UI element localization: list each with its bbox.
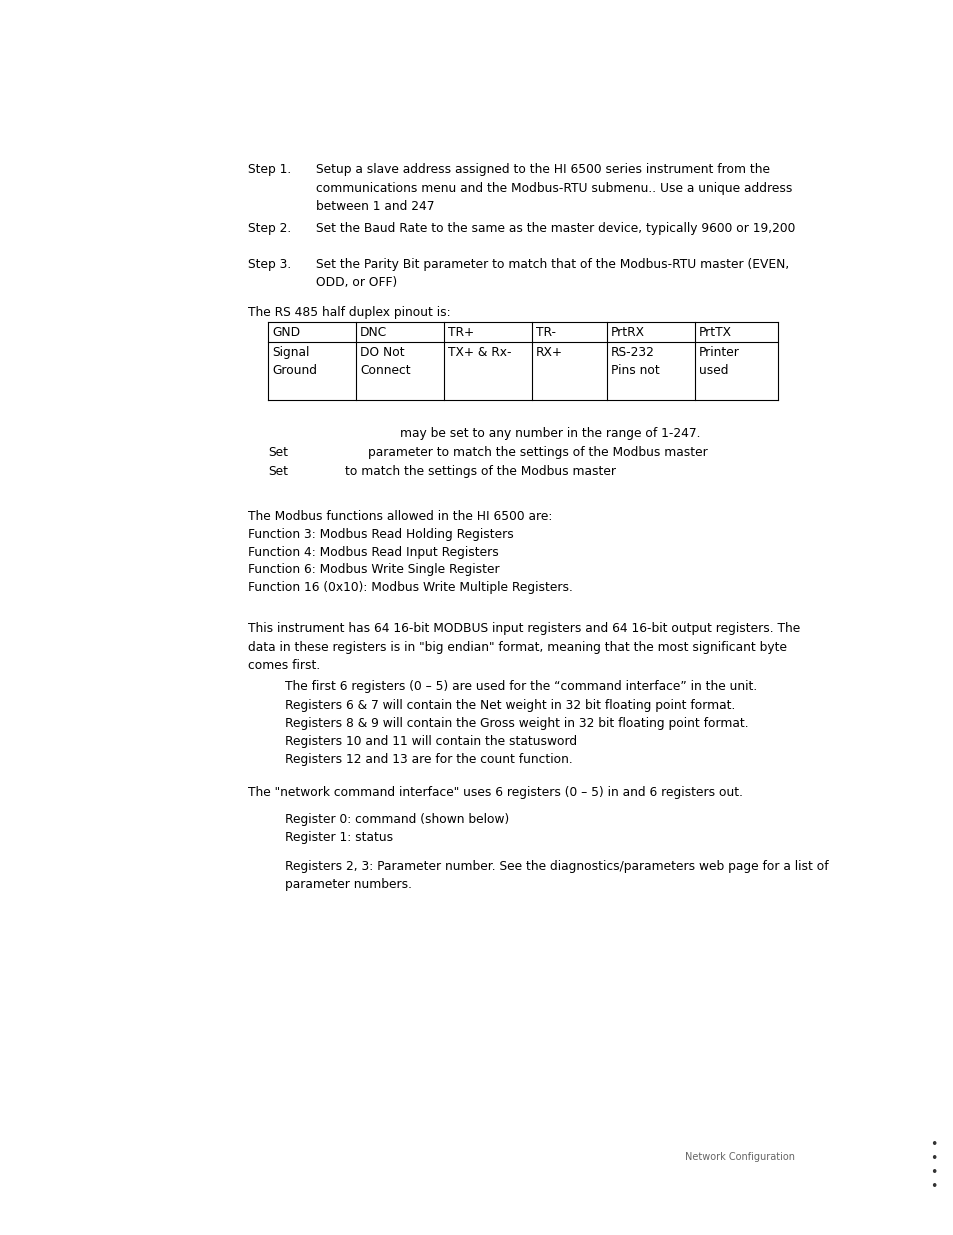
Text: TR+: TR+ xyxy=(448,326,474,338)
Text: Signal: Signal xyxy=(272,346,309,359)
Text: Network Configuration: Network Configuration xyxy=(684,1152,794,1162)
Text: TR-: TR- xyxy=(536,326,556,338)
Text: Register 0: command (shown below): Register 0: command (shown below) xyxy=(285,813,509,826)
Text: Step 2.: Step 2. xyxy=(248,222,291,235)
Text: •: • xyxy=(929,1137,937,1151)
Text: may be set to any number in the range of 1-247.: may be set to any number in the range of… xyxy=(399,427,700,440)
Text: The Modbus functions allowed in the HI 6500 are:: The Modbus functions allowed in the HI 6… xyxy=(248,510,552,522)
Text: •: • xyxy=(929,1152,937,1165)
Text: Set: Set xyxy=(268,446,288,459)
Text: DO Not: DO Not xyxy=(359,346,404,359)
Text: between 1 and 247: between 1 and 247 xyxy=(315,200,434,212)
Text: TX+ & Rx-: TX+ & Rx- xyxy=(448,346,511,359)
Text: used: used xyxy=(699,364,728,377)
Text: Step 3.: Step 3. xyxy=(248,258,291,270)
Text: Set the Parity Bit parameter to match that of the Modbus-RTU master (EVEN,: Set the Parity Bit parameter to match th… xyxy=(315,258,788,270)
Text: Connect: Connect xyxy=(359,364,410,377)
Text: Function 4: Modbus Read Input Registers: Function 4: Modbus Read Input Registers xyxy=(248,546,498,559)
Text: Printer: Printer xyxy=(699,346,740,359)
Text: •: • xyxy=(929,1179,937,1193)
Text: Registers 8 & 9 will contain the Gross weight in 32 bit floating point format.: Registers 8 & 9 will contain the Gross w… xyxy=(285,718,748,730)
Text: The first 6 registers (0 – 5) are used for the “command interface” in the unit.: The first 6 registers (0 – 5) are used f… xyxy=(285,680,757,693)
Text: communications menu and the Modbus-RTU submenu.. Use a unique address: communications menu and the Modbus-RTU s… xyxy=(315,182,792,195)
Text: Ground: Ground xyxy=(272,364,316,377)
Text: Registers 10 and 11 will contain the statusword: Registers 10 and 11 will contain the sta… xyxy=(285,735,577,748)
Text: to match the settings of the Modbus master: to match the settings of the Modbus mast… xyxy=(345,466,616,478)
Text: Registers 12 and 13 are for the count function.: Registers 12 and 13 are for the count fu… xyxy=(285,753,572,766)
Text: data in these registers is in "big endian" format, meaning that the most signifi: data in these registers is in "big endia… xyxy=(248,641,786,655)
Text: parameter numbers.: parameter numbers. xyxy=(285,878,412,890)
Text: RS-232: RS-232 xyxy=(610,346,654,359)
Text: DNC: DNC xyxy=(359,326,387,338)
Text: •: • xyxy=(929,1166,937,1179)
Text: Setup a slave address assigned to the HI 6500 series instrument from the: Setup a slave address assigned to the HI… xyxy=(315,163,769,177)
Text: Set the Baud Rate to the same as the master device, typically 9600 or 19,200: Set the Baud Rate to the same as the mas… xyxy=(315,222,795,235)
Text: Function 6: Modbus Write Single Register: Function 6: Modbus Write Single Register xyxy=(248,563,499,576)
Text: Step 1.: Step 1. xyxy=(248,163,291,177)
Text: Pins not: Pins not xyxy=(610,364,659,377)
Text: The RS 485 half duplex pinout is:: The RS 485 half duplex pinout is: xyxy=(248,306,450,319)
Text: RX+: RX+ xyxy=(536,346,562,359)
Text: Function 3: Modbus Read Holding Registers: Function 3: Modbus Read Holding Register… xyxy=(248,529,514,541)
Text: Registers 6 & 7 will contain the Net weight in 32 bit floating point format.: Registers 6 & 7 will contain the Net wei… xyxy=(285,699,735,713)
Text: ODD, or OFF): ODD, or OFF) xyxy=(315,275,396,289)
Text: PrtRX: PrtRX xyxy=(610,326,644,338)
Text: PrtTX: PrtTX xyxy=(699,326,731,338)
Text: Set: Set xyxy=(268,466,288,478)
Text: The "network command interface" uses 6 registers (0 – 5) in and 6 registers out.: The "network command interface" uses 6 r… xyxy=(248,785,742,799)
Text: Registers 2, 3: Parameter number. See the diagnostics/parameters web page for a : Registers 2, 3: Parameter number. See th… xyxy=(285,860,828,873)
Text: comes first.: comes first. xyxy=(248,659,320,672)
Text: This instrument has 64 16-bit MODBUS input registers and 64 16-bit output regist: This instrument has 64 16-bit MODBUS inp… xyxy=(248,622,800,635)
Text: parameter to match the settings of the Modbus master: parameter to match the settings of the M… xyxy=(368,446,707,459)
Text: Function 16 (0x10): Modbus Write Multiple Registers.: Function 16 (0x10): Modbus Write Multipl… xyxy=(248,580,572,594)
Text: GND: GND xyxy=(272,326,300,338)
Text: Register 1: status: Register 1: status xyxy=(285,831,393,844)
